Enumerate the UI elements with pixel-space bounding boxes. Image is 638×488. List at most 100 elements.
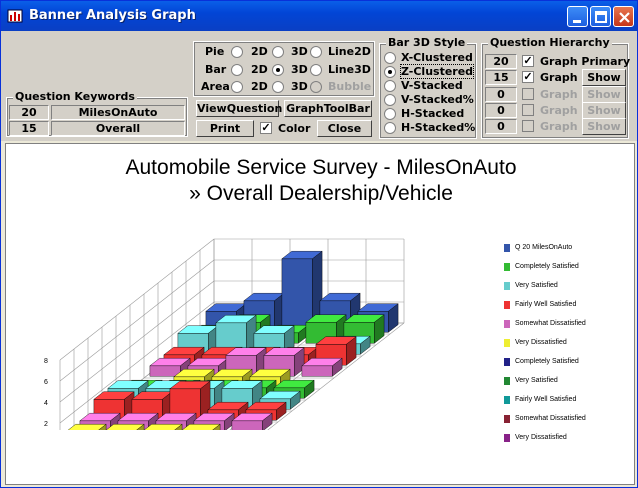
show-button[interactable]: Show — [582, 69, 626, 86]
bar-top — [105, 423, 145, 430]
legend-swatch — [504, 377, 510, 385]
radio-label: Line2D — [328, 45, 371, 58]
close-window-button[interactable] — [613, 6, 634, 27]
y-tick-label: 4 — [44, 400, 48, 407]
bar-top — [273, 379, 315, 389]
bar-top — [215, 314, 257, 324]
pie-2d-radio[interactable] — [231, 46, 243, 58]
bar-top — [193, 412, 235, 422]
h-stacked-radio[interactable] — [384, 108, 396, 120]
bar-top — [253, 325, 295, 334]
legend-swatch — [504, 320, 510, 328]
line2d-radio[interactable] — [310, 46, 322, 58]
color-checkbox[interactable]: ✓ — [260, 122, 272, 134]
bar-top — [117, 412, 159, 422]
z-clustered-radio[interactable] — [384, 66, 396, 78]
radio-label: 2D — [251, 63, 268, 76]
graph-panel: Automobile Service Survey - MilesOnAuto … — [5, 143, 635, 485]
bar-3d-radio[interactable] — [272, 64, 284, 76]
y-tick-label: 2 — [44, 421, 48, 428]
bar-top — [163, 346, 205, 356]
bar-top — [225, 347, 267, 356]
line3d-radio[interactable] — [310, 64, 322, 76]
color-label: Color — [278, 122, 311, 135]
legend-label: Somewhat Dissatisfied — [515, 320, 586, 327]
legend-swatch — [504, 434, 510, 442]
bar-top — [211, 368, 253, 378]
radio-label: Z-Clustered — [399, 64, 475, 79]
pie-3d-radio[interactable] — [272, 46, 284, 58]
bar-top — [93, 391, 135, 400]
area-2d-radio[interactable] — [231, 81, 243, 93]
bar-2d-radio[interactable] — [231, 64, 243, 76]
chart-subtitle: » Overall Dealership/Vehicle — [189, 182, 453, 205]
bar — [231, 420, 263, 430]
title-bar[interactable]: Banner Analysis Graph — [1, 1, 637, 31]
graph-checkbox[interactable] — [522, 120, 534, 132]
bar-top — [231, 412, 273, 422]
keyword-value: Overall — [51, 121, 185, 136]
question-hierarchy-title: Question Hierarchy — [488, 36, 612, 49]
show-button[interactable]: Show — [582, 102, 626, 119]
radio-label: V-Stacked — [401, 79, 463, 92]
legend-label: Very Dissatisfied — [515, 434, 567, 441]
h-stacked-pct-radio[interactable] — [384, 122, 396, 134]
bar-top — [207, 401, 249, 411]
legend-swatch — [504, 358, 510, 366]
v-stacked-radio[interactable] — [384, 80, 396, 92]
bar-top — [301, 357, 343, 367]
hierarchy-label: Graph Primary — [540, 55, 631, 68]
bar-top — [263, 347, 305, 356]
radio-label: 2D — [251, 45, 268, 58]
show-button[interactable]: Show — [582, 86, 626, 103]
view-question-button[interactable]: ViewQuestion — [196, 100, 283, 117]
legend-label: Q 20 MilesOnAuto — [515, 244, 573, 251]
v-stacked-pct-radio[interactable] — [384, 94, 396, 106]
bar-top — [315, 336, 357, 345]
graph-toolbar-button[interactable]: GraphToolBar — [284, 100, 372, 117]
graph-checkbox[interactable] — [522, 104, 534, 116]
hierarchy-label: Graph — [540, 88, 578, 101]
minimize-button[interactable] — [567, 6, 588, 27]
graph-checkbox[interactable]: ✓ — [522, 71, 534, 83]
keyword-num: 15 — [9, 121, 49, 136]
radio-label: Bubble — [328, 80, 372, 93]
legend-swatch — [504, 244, 510, 252]
hierarchy-num: 0 — [485, 119, 517, 134]
maximize-button[interactable] — [590, 6, 611, 27]
x-clustered-radio[interactable] — [384, 52, 396, 64]
legend-swatch — [504, 301, 510, 309]
chart-legend: Q 20 MilesOnAuto Completely Satisfied Very… — [504, 244, 632, 454]
bar-top — [281, 251, 323, 259]
graph-primary-checkbox[interactable]: ✓ — [522, 55, 534, 67]
question-hierarchy-group: Question Hierarchy — [481, 36, 629, 139]
area-3d-radio[interactable] — [272, 81, 284, 93]
y-tick-label: 8 — [44, 358, 48, 365]
question-keywords-title: Question Keywords — [13, 90, 137, 103]
bar-top — [221, 380, 263, 389]
bar-top — [249, 368, 291, 378]
print-button[interactable]: Print — [196, 120, 254, 137]
y-tick-label: 6 — [44, 379, 48, 386]
chart-title: Automobile Service Survey - MilesOnAuto — [125, 156, 517, 179]
legend-label: Very Satisfied — [515, 282, 558, 289]
bar-top — [107, 380, 149, 389]
hierarchy-num: 15 — [485, 70, 517, 85]
question-keywords-group: Question Keywords — [6, 90, 188, 137]
chart-type-row-label: Bar — [205, 63, 227, 76]
bar3d-style-group: Bar 3D Style — [379, 36, 477, 139]
bar-top — [173, 368, 215, 378]
show-button[interactable]: Show — [582, 118, 626, 135]
close-button[interactable]: Close — [317, 120, 372, 137]
legend-label: Somewhat Dissatisfied — [515, 415, 586, 422]
radio-label: 2D — [251, 80, 268, 93]
keyword-num: 20 — [9, 105, 49, 120]
bar-top — [259, 390, 301, 400]
bubble-radio[interactable] — [310, 81, 322, 93]
bar-top — [79, 412, 121, 422]
hierarchy-num: 0 — [485, 87, 517, 102]
bar-chart: 02468Under 8,0008,000 - 9,99910,000 - 11… — [44, 238, 405, 430]
graph-checkbox[interactable] — [522, 88, 534, 100]
legend-swatch — [504, 263, 510, 271]
